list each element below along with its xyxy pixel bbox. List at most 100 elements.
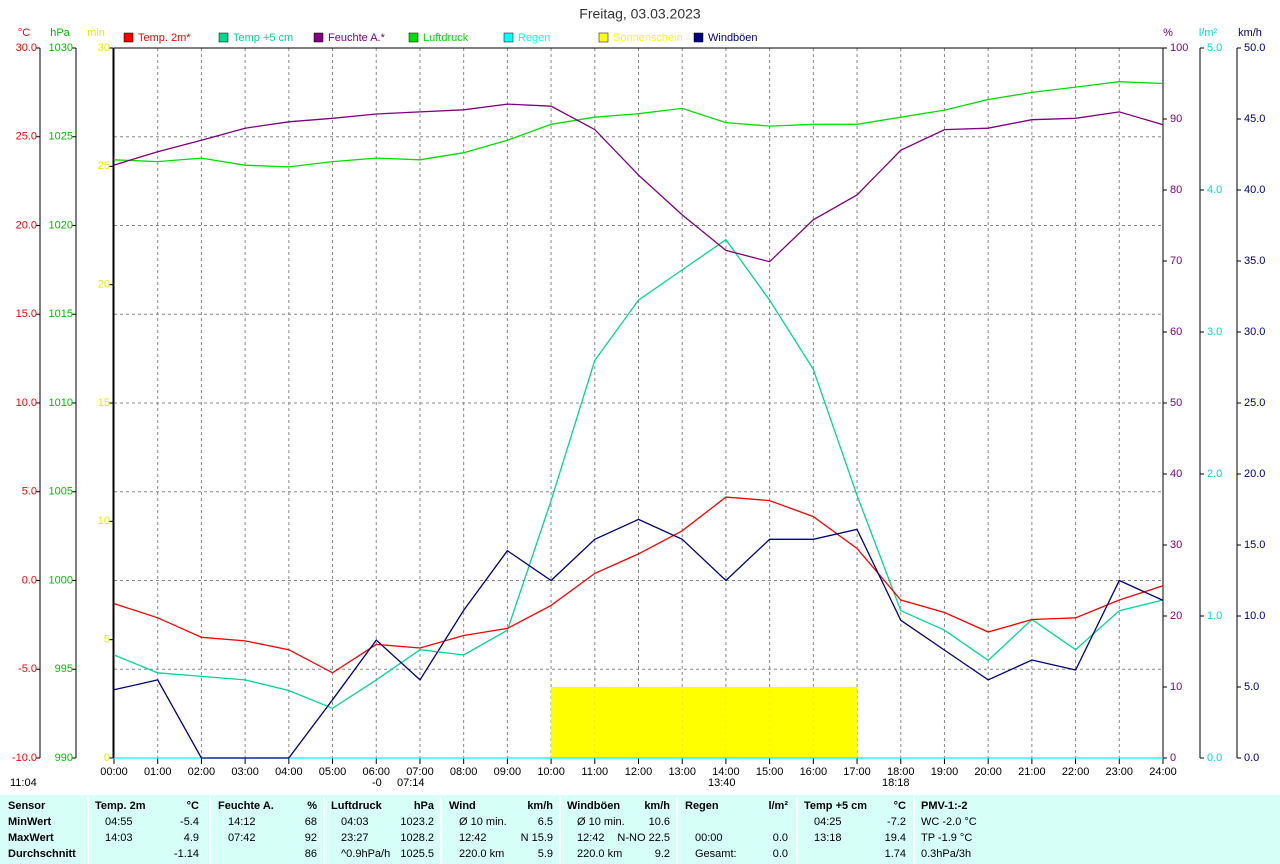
- legend-swatch: [218, 32, 229, 43]
- x-tick-label: 06:00: [362, 766, 390, 778]
- y-tick-label: -5.0: [18, 663, 37, 675]
- y-tick-label: 5.0: [1244, 681, 1259, 693]
- legend-swatch: [503, 32, 514, 43]
- x-tick-label: 18:00: [887, 766, 915, 778]
- y-tick-label: 3.0: [1207, 326, 1222, 338]
- table-cell: 6.5: [538, 816, 553, 828]
- sunshine-bar: [594, 687, 639, 758]
- y-tick-label: 90: [1170, 113, 1182, 125]
- table-header: l/m²: [768, 800, 788, 812]
- table-cell: WC -2.0 °C: [921, 816, 977, 828]
- table-cell: 12:42: [459, 832, 487, 844]
- table-cell: 04:55: [105, 816, 133, 828]
- table-cell: 68: [305, 816, 317, 828]
- x-tick-label: 09:00: [494, 766, 522, 778]
- y-tick-label: 30: [98, 42, 110, 54]
- y-tick-label: 80: [1170, 184, 1182, 196]
- x-tick-label: 02:00: [188, 766, 216, 778]
- table-cell: Ø 10 min.: [459, 816, 507, 828]
- table: Sensor Temp. 2m °C Feuchte A.% Luftdruck hPa W…: [8, 800, 977, 860]
- legend-label: Sonnenschein: [613, 32, 683, 44]
- axis-unit: km/h: [1238, 27, 1262, 39]
- table-cell: 1028.2: [400, 832, 434, 844]
- x-tick-label: 04:00: [275, 766, 303, 778]
- legend-swatch: [123, 32, 134, 43]
- table-header: Regen: [685, 800, 719, 812]
- y-tick-label: 990: [55, 752, 73, 764]
- table-cell: 12:42: [577, 832, 605, 844]
- table-cell: 14:12: [228, 816, 256, 828]
- sunshine-bar: [551, 687, 595, 758]
- x-tick-label: 13:00: [668, 766, 696, 778]
- legend-swatch: [313, 32, 324, 43]
- x-tick-label: 07:00: [406, 766, 434, 778]
- table-cell: -7.2: [887, 816, 906, 828]
- y-tick-label: 30.0: [16, 42, 37, 54]
- table-header: %: [307, 800, 317, 812]
- y-tick-label: 0: [1170, 752, 1176, 764]
- x-tick-label: 00:00: [100, 766, 128, 778]
- row-label: MaxWert: [8, 832, 54, 844]
- x-tick-label: 03:00: [231, 766, 259, 778]
- y-tick-label: 0: [104, 752, 110, 764]
- table-cell: 86: [305, 848, 317, 860]
- table-cell: N-NO 22.5: [617, 832, 670, 844]
- y-tick-label: 10.0: [1244, 610, 1265, 622]
- x-tick-label: 11:00: [581, 766, 608, 778]
- sunshine-bar: [682, 687, 726, 758]
- axis-unit: l/m²: [1199, 27, 1218, 39]
- x-tick-label: 21:00: [1018, 766, 1046, 778]
- x-tick-label: 19:00: [931, 766, 959, 778]
- y-tick-label: 60: [1170, 326, 1182, 338]
- table-header: Temp +5 cm: [804, 800, 867, 812]
- table-header: Luftdruck: [331, 800, 383, 812]
- table-cell: 07:42: [228, 832, 256, 844]
- table-background: [0, 795, 1280, 864]
- table-cell: ^0.9hPa/h: [341, 848, 390, 860]
- table-cell: -1.14: [174, 848, 199, 860]
- table-header: °C: [894, 800, 906, 812]
- table-header: Windböen: [567, 800, 620, 812]
- table-header: °C: [187, 800, 199, 812]
- y-tick-label: -10.0: [12, 752, 37, 764]
- axis-unit: %: [1163, 27, 1173, 39]
- table-header: Sensor: [8, 800, 46, 812]
- axis-unit: min: [87, 27, 105, 39]
- x-tick-label: 17:00: [843, 766, 871, 778]
- y-tick-label: 30: [1170, 539, 1182, 551]
- table-cell: 04:03: [341, 816, 369, 828]
- annotation: 18:18: [882, 777, 910, 789]
- sunshine-bar: [638, 687, 683, 758]
- sunshine-bar: [769, 687, 814, 758]
- y-tick-label: 15.0: [1244, 539, 1265, 551]
- annotation: -0: [372, 777, 382, 789]
- x-tick-label: 23:00: [1106, 766, 1134, 778]
- table-cell: 220.0 km: [459, 848, 504, 860]
- axis-unit: hPa: [50, 27, 70, 39]
- y-tick-label: 5.0: [1207, 42, 1222, 54]
- table-cell: Gesamt:: [695, 848, 737, 860]
- y-tick-label: 40: [1170, 468, 1182, 480]
- legend-swatch: [408, 32, 419, 43]
- y-tick-label: 25.0: [16, 131, 37, 143]
- y-tick-label: 10.0: [16, 397, 37, 409]
- row-label: Durchschnitt: [8, 848, 76, 860]
- table-cell: 23:27: [341, 832, 369, 844]
- legend-label: Temp +5 cm: [233, 32, 293, 44]
- annotation: 11:04: [10, 777, 37, 789]
- y-tick-label: 0.0: [1207, 752, 1222, 764]
- y-tick-label: 1015: [49, 308, 73, 320]
- y-tick-label: 70: [1170, 255, 1182, 267]
- y-tick-label: 15: [98, 397, 110, 409]
- x-tick-label: 20:00: [974, 766, 1002, 778]
- y-tick-label: 20: [1170, 610, 1182, 622]
- y-tick-label: 5.0: [22, 486, 37, 498]
- x-tick-label: 01:00: [144, 766, 172, 778]
- y-tick-label: 5: [104, 634, 110, 646]
- x-tick-label: 16:00: [800, 766, 828, 778]
- y-tick-label: 1020: [49, 219, 73, 231]
- x-tick-label: 05:00: [319, 766, 347, 778]
- series-line: [113, 103, 1164, 263]
- y-tick-label: 0.0: [1244, 752, 1259, 764]
